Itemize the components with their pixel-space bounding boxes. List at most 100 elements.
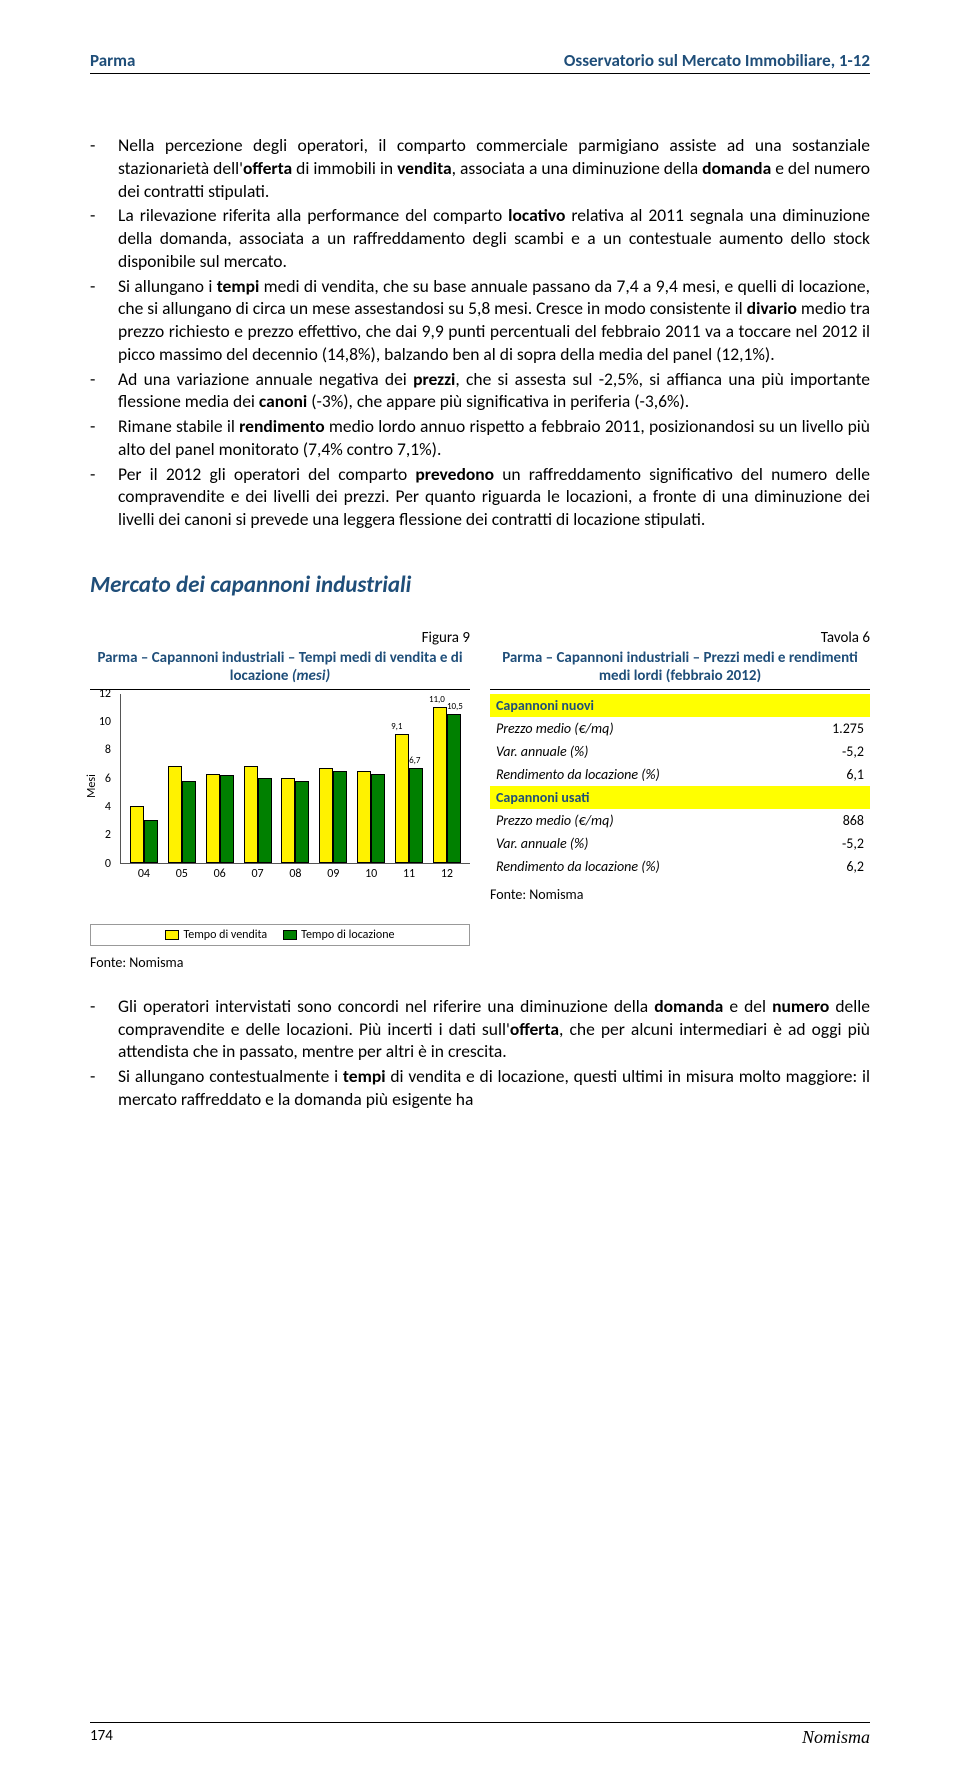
bar-vendita (168, 766, 182, 862)
x-tick-label: 07 (251, 867, 263, 881)
table-source: Fonte: Nomisma (490, 886, 870, 903)
bullet-item: Si allungano contestualmente i tempi di … (90, 1065, 870, 1111)
table-row: Capannoni nuovi (490, 694, 870, 717)
y-tick-label: 4 (105, 800, 111, 814)
bullet-list-bottom: Gli operatori intervistati sono concordi… (90, 995, 870, 1111)
table-row: Rendimento da locazione (%)6,1 (490, 763, 870, 786)
figure-label: Figura 9 (90, 629, 470, 647)
table-label-cell: Var. annuale (%) (490, 740, 794, 763)
bar-chart: Mesi 024681012 04050607080910119,16,7121… (90, 694, 470, 894)
bar-vendita (319, 768, 333, 863)
y-axis-labels: 024681012 (90, 694, 115, 864)
legend-label: Tempo di locazione (301, 928, 394, 942)
table-row: Var. annuale (%)-5,2 (490, 832, 870, 855)
figure-title: Parma – Capannoni industriali – Tempi me… (90, 649, 470, 690)
x-tick-label: 11 (403, 867, 415, 881)
bar-locazione (144, 820, 158, 863)
bar-locazione (333, 771, 347, 863)
x-tick-label: 08 (289, 867, 301, 881)
x-tick-label: 09 (327, 867, 339, 881)
bar-vendita (244, 766, 258, 862)
footer-brand: Nomisma (802, 1727, 870, 1748)
y-tick-label: 8 (105, 743, 111, 757)
table-label-cell: Rendimento da locazione (%) (490, 855, 794, 878)
bar-pair: 1211,010,5 (433, 707, 461, 863)
table-value-cell: 6,2 (794, 855, 870, 878)
bar-pair: 08 (281, 778, 309, 863)
bullet-item: Ad una variazione annuale negativa dei p… (90, 368, 870, 414)
bar-locazione (258, 778, 272, 863)
table-label-cell: Prezzo medio (€/mq) (490, 809, 794, 832)
bullet-item: Per il 2012 gli operatori del comparto p… (90, 463, 870, 531)
section-title: Mercato dei capannoni industriali (90, 571, 870, 599)
table-section-header: Capannoni usati (490, 786, 870, 809)
value-annotation: 11,0 (429, 694, 445, 705)
x-tick-label: 05 (176, 867, 188, 881)
figure-title-bold: Parma – Capannoni industriali – Tempi me… (97, 649, 462, 685)
legend-item-locazione: Tempo di locazione (283, 928, 394, 942)
table-row: Prezzo medio (€/mq)868 (490, 809, 870, 832)
table-value-cell: -5,2 (794, 832, 870, 855)
bar-vendita (395, 734, 409, 863)
table-row: Capannoni usati (490, 786, 870, 809)
bar-locazione (295, 781, 309, 863)
bar-pair: 10 (357, 771, 385, 863)
bullet-list-top: Nella percezione degli operatori, il com… (90, 134, 870, 531)
bar-locazione (220, 775, 234, 863)
bullet-item: La rilevazione riferita alla performance… (90, 204, 870, 272)
bar-pair: 09 (319, 768, 347, 863)
bar-vendita (281, 778, 295, 863)
table-row: Var. annuale (%)-5,2 (490, 740, 870, 763)
chart-legend: Tempo di vendita Tempo di locazione (90, 924, 470, 946)
value-annotation: 9,1 (391, 721, 402, 732)
bullet-item: Gli operatori intervistati sono concordi… (90, 995, 870, 1063)
body-text-bottom: Gli operatori intervistati sono concordi… (90, 995, 870, 1111)
x-tick-label: 06 (214, 867, 226, 881)
figure-title-italic: (mesi) (288, 667, 330, 685)
y-tick-label: 12 (99, 687, 111, 701)
bar-vendita (357, 771, 371, 863)
value-annotation: 10,5 (447, 701, 463, 712)
x-tick-label: 12 (441, 867, 453, 881)
table-value-cell: 1.275 (794, 717, 870, 740)
table-row: Prezzo medio (€/mq)1.275 (490, 717, 870, 740)
bar-pair: 06 (206, 774, 234, 863)
bar-vendita (206, 774, 220, 863)
table-label: Tavola 6 (490, 629, 870, 647)
bar-vendita (130, 806, 144, 863)
bar-pair: 119,16,7 (395, 734, 423, 863)
bar-pair: 05 (168, 766, 196, 862)
legend-item-vendita: Tempo di vendita (165, 928, 267, 942)
value-annotation: 6,7 (409, 755, 420, 766)
table-value-cell: 868 (794, 809, 870, 832)
bar-locazione (371, 774, 385, 863)
y-tick-label: 6 (105, 772, 111, 786)
x-tick-label: 10 (365, 867, 377, 881)
page-footer: 174 Nomisma (90, 1722, 870, 1748)
x-tick-label: 04 (138, 867, 150, 881)
table-label-cell: Var. annuale (%) (490, 832, 794, 855)
page-header: Parma Osservatorio sul Mercato Immobilia… (90, 50, 870, 74)
legend-swatch-yellow (165, 930, 179, 940)
body-text-top: Nella percezione degli operatori, il com… (90, 134, 870, 531)
y-tick-label: 0 (105, 857, 111, 871)
header-publication: Osservatorio sul Mercato Immobiliare, 1-… (564, 50, 870, 71)
table-section-header: Capannoni nuovi (490, 694, 870, 717)
table-value-cell: -5,2 (794, 740, 870, 763)
legend-label: Tempo di vendita (183, 928, 267, 942)
y-tick-label: 2 (105, 828, 111, 842)
bar-locazione (409, 768, 423, 863)
tavola-6-panel: Tavola 6 Parma – Capannoni industriali –… (490, 629, 870, 971)
table-label-cell: Rendimento da locazione (%) (490, 763, 794, 786)
table-value-cell: 6,1 (794, 763, 870, 786)
figure-9-panel: Figura 9 Parma – Capannoni industriali –… (90, 629, 470, 971)
figure-source: Fonte: Nomisma (90, 954, 470, 971)
table-title: Parma – Capannoni industriali – Prezzi m… (490, 649, 870, 690)
bullet-item: Si allungano i tempi medi di vendita, ch… (90, 275, 870, 366)
bar-locazione (447, 714, 461, 863)
header-region: Parma (90, 50, 135, 71)
table-label-cell: Prezzo medio (€/mq) (490, 717, 794, 740)
bar-vendita (433, 707, 447, 863)
y-tick-label: 10 (99, 715, 111, 729)
chart-area: 04050607080910119,16,71211,010,5 (120, 694, 470, 864)
